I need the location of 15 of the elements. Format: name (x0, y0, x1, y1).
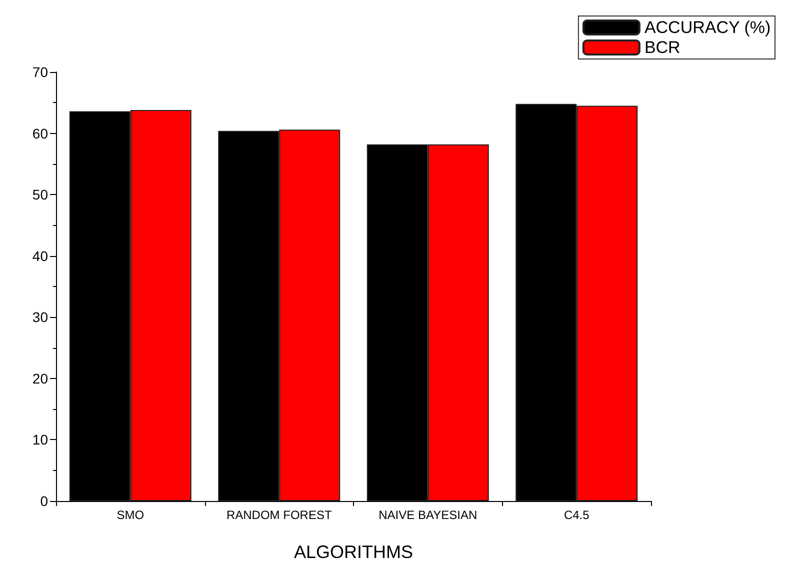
y-tick-label: 40 (32, 248, 48, 264)
legend-label: ACCURACY (%) (644, 18, 771, 37)
y-tick-label: 0 (40, 493, 48, 509)
y-tick-label: 30 (32, 309, 48, 326)
y-tick-label: 70 (32, 64, 48, 80)
x-tick-label: NAIVE BAYESIAN (378, 508, 478, 522)
legend-label: BCR (644, 38, 680, 57)
x-tick-label: C4.5 (564, 508, 590, 522)
y-tick-label: 10 (32, 432, 48, 448)
y-tick-label: 50 (32, 186, 48, 203)
x-axis-title: ALGORITHMS (294, 542, 414, 562)
x-tick-label: RANDOM FOREST (226, 508, 332, 522)
y-tick-label: 60 (32, 125, 48, 142)
x-tick-label: SMO (116, 508, 144, 522)
y-tick-label: 20 (32, 370, 48, 386)
